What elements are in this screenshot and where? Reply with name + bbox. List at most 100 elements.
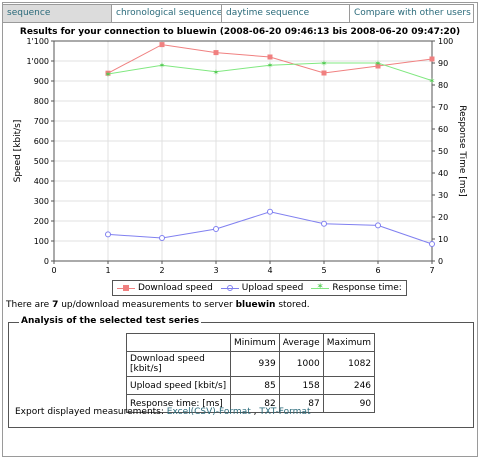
stats-header-empty (126, 333, 231, 352)
data-point (213, 226, 219, 232)
row-min: 85 (230, 376, 280, 395)
row-label: Download speed [kbit/s] (126, 351, 231, 377)
tab-compare-users[interactable]: Compare with other users (350, 4, 474, 23)
y2-tick-label: 100 (438, 37, 453, 46)
x-tick-label: 7 (429, 266, 434, 275)
row-avg: 158 (278, 376, 324, 395)
y-tick-label: 1'100 (26, 37, 49, 46)
export-txt-link[interactable]: TXT-Format (259, 407, 311, 417)
row-min: 82 (230, 394, 280, 413)
data-point (321, 220, 327, 227)
y2-tick-label: 0 (438, 257, 443, 266)
data-point (159, 42, 165, 48)
x-tick-label: 6 (375, 266, 380, 275)
data-point (105, 231, 111, 238)
data-point (267, 54, 273, 60)
y-tick-label: 600 (34, 137, 49, 146)
y-tick-label: 500 (34, 157, 49, 166)
stats-header-min: Minimum (230, 333, 280, 352)
stats-header-max: Maximum (322, 333, 376, 352)
tab-sequence[interactable]: sequence (2, 4, 112, 23)
legend-download-label: Download speed (138, 283, 213, 293)
data-point: ✶ (105, 70, 112, 79)
legend-response: ✶ Response time: (311, 282, 402, 293)
x-tick-label: 4 (267, 266, 272, 275)
y-tick-label: 400 (34, 177, 49, 186)
row-label: Response time: [ms] (126, 394, 231, 413)
y2-tick-label: 90 (438, 59, 448, 68)
speed-chart: Results for your connection to bluewin (… (13, 27, 467, 275)
y-tick-label: 900 (34, 77, 49, 86)
stats-header-row: Minimum Average Maximum (126, 333, 376, 352)
row-label: Upload speed [kbit/s] (126, 376, 231, 395)
series-0 (105, 42, 435, 76)
y2-axis-ticks: 0 10 20 30 40 50 60 70 80 90 100 (432, 37, 453, 266)
stats-header-avg: Average (278, 333, 324, 352)
x-tick-label: 5 (321, 266, 326, 275)
data-point: ✶ (267, 61, 274, 70)
data-point (213, 50, 219, 56)
y2-tick-label: 60 (438, 125, 448, 134)
row-max: 1082 (322, 351, 376, 377)
analysis-panel: Analysis of the selected test series Min… (8, 316, 474, 428)
tab-bar: sequence chronological sequence daytime … (2, 4, 474, 23)
data-point: ✶ (159, 61, 166, 70)
info-suffix: stored. (275, 300, 310, 310)
series-1 (105, 208, 435, 247)
export-csv-link[interactable]: Excel(CSV)-Format (166, 407, 251, 417)
tab-chronological-sequence[interactable]: chronological sequence (112, 4, 222, 23)
y-axis-label: Speed [kbit/s] (13, 120, 23, 183)
y2-tick-label: 20 (438, 213, 448, 222)
tab-daytime-sequence[interactable]: daytime sequence (222, 4, 350, 23)
stats-table: Minimum Average Maximum Download speed [… (126, 333, 376, 413)
y2-tick-label: 40 (438, 169, 448, 178)
x-tick-label: 2 (159, 266, 164, 275)
y2-tick-label: 30 (438, 191, 448, 200)
x-tick-label: 1 (105, 266, 110, 275)
export-label: Export displayed measurements: (15, 407, 167, 417)
measurement-count: 7 (52, 300, 59, 310)
table-row: Response time: [ms] 82 87 90 (126, 394, 376, 413)
data-point (375, 222, 381, 229)
x-axis-ticks: 0 1 2 3 4 5 6 7 (51, 261, 435, 275)
legend-upload-label: Upload speed (241, 283, 304, 293)
legend-upload: Upload speed (220, 283, 304, 293)
data-point (267, 208, 273, 215)
row-max: 246 (322, 376, 376, 395)
row-min: 939 (230, 351, 280, 377)
export-line: Export displayed measurements: Excel(CSV… (15, 407, 310, 417)
export-separator: , (250, 407, 260, 417)
y2-tick-label: 80 (438, 81, 448, 90)
y2-tick-label: 70 (438, 103, 448, 112)
data-point (105, 70, 111, 76)
y-tick-label: 300 (34, 197, 49, 206)
legend-download: Download speed (117, 283, 213, 293)
info-middle: up/download measurements to server (58, 300, 236, 310)
legend-response-label: Response time: (332, 283, 402, 293)
x-tick-label: 3 (213, 266, 218, 275)
y2-axis-label: Response Time [ms] (457, 105, 467, 196)
y-tick-label: 700 (34, 117, 49, 126)
measurement-info: There are 7 up/download measurements to … (6, 300, 310, 310)
data-point: ✶ (375, 59, 382, 68)
data-point (429, 56, 435, 62)
x-tick-label: 0 (51, 266, 56, 275)
y-tick-label: 0 (44, 257, 49, 266)
data-point (375, 63, 381, 69)
y2-tick-label: 10 (438, 235, 448, 244)
data-point (321, 70, 327, 76)
info-prefix: There are (6, 300, 53, 310)
series-line (107, 62, 433, 82)
y-tick-label: 100 (34, 237, 49, 246)
y2-tick-label: 50 (438, 147, 448, 156)
data-point: ✶ (429, 77, 436, 86)
table-row: Download speed [kbit/s] 939 1000 1082 (126, 351, 376, 377)
data-point (159, 235, 165, 241)
chart-legend: Download speed Upload speed ✶ Response t… (112, 280, 407, 296)
table-row: Upload speed [kbit/s] 85 158 246 (126, 376, 376, 395)
y-axis-ticks: 0 100 200 300 400 500 600 700 800 900 1'000 1'100 (26, 37, 54, 266)
data-point: ✶ (321, 59, 328, 68)
analysis-title: Analysis of the selected test series (19, 316, 202, 326)
y-tick-label: 800 (34, 97, 49, 106)
chart-series: ✶ ✶ ✶ ✶ ✶ ✶ ✶ (105, 42, 436, 247)
